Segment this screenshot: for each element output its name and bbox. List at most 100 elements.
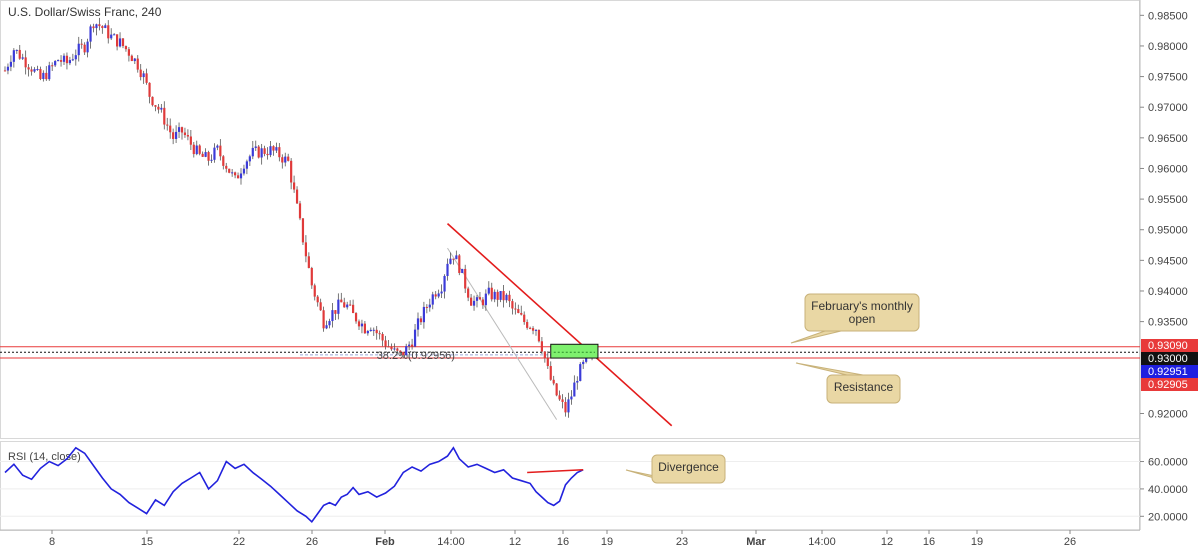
- candle: [30, 66, 33, 76]
- candle-body: [175, 131, 178, 139]
- time-tick-label: 14:00: [437, 536, 465, 548]
- candle-body: [216, 145, 219, 148]
- candle-body: [470, 297, 473, 306]
- candle-body: [363, 323, 366, 334]
- candle: [287, 153, 290, 162]
- time-tick-label: 8: [49, 536, 55, 548]
- candle: [118, 32, 122, 48]
- candle: [478, 291, 482, 300]
- candle-body: [287, 156, 290, 161]
- candle: [502, 284, 505, 308]
- candle: [74, 49, 77, 66]
- candle: [396, 347, 399, 355]
- fib-label: 38.2%(0.92956): [377, 350, 455, 362]
- candle-body: [157, 106, 160, 110]
- price-tag-bg: [1141, 365, 1198, 378]
- candle: [216, 144, 219, 151]
- candle-body: [74, 55, 77, 60]
- candle-body: [307, 256, 310, 268]
- candle: [354, 312, 358, 324]
- candle-body: [549, 366, 552, 380]
- candle-body: [107, 25, 110, 39]
- candle-body: [561, 399, 564, 402]
- candle: [95, 23, 98, 36]
- candle: [113, 33, 116, 36]
- candle: [546, 351, 549, 369]
- time-tick-label: 12: [881, 536, 893, 548]
- divergence-callout: Divergence: [625, 454, 726, 484]
- candle-body: [130, 55, 133, 62]
- candle: [298, 200, 302, 221]
- monthly-open-callout-text: open: [849, 312, 876, 326]
- candle-body: [59, 60, 63, 62]
- candle-body: [263, 148, 266, 154]
- candle: [175, 125, 178, 143]
- candle: [207, 150, 210, 166]
- candle: [467, 286, 470, 302]
- candle: [18, 45, 21, 60]
- candle-body: [118, 38, 122, 47]
- candle: [531, 326, 535, 335]
- candle: [564, 397, 567, 417]
- candle: [127, 46, 130, 62]
- candle-body: [570, 396, 573, 400]
- candle-body: [204, 152, 207, 157]
- candle-body: [366, 331, 369, 334]
- candle-body: [408, 344, 411, 347]
- candle-body: [210, 159, 213, 161]
- candle: [443, 274, 446, 299]
- candle: [352, 299, 355, 314]
- candle-body: [77, 43, 80, 56]
- candle: [3, 66, 7, 72]
- candle-body: [310, 267, 313, 286]
- candle-body: [222, 156, 225, 166]
- candle: [142, 70, 145, 84]
- candle: [425, 304, 428, 314]
- price-tick-label: 0.97500: [1148, 72, 1188, 84]
- candle-body: [142, 73, 145, 78]
- candle-body: [540, 341, 543, 352]
- candle-body: [95, 24, 98, 29]
- candle: [54, 60, 57, 68]
- candle: [172, 128, 175, 145]
- candle: [408, 341, 411, 351]
- candle: [266, 147, 269, 160]
- candle-body: [80, 43, 83, 45]
- candle-body: [316, 296, 319, 303]
- candle-body: [529, 327, 532, 329]
- candle-body: [499, 291, 502, 300]
- time-tick-label: 26: [306, 536, 318, 548]
- candle: [62, 53, 66, 66]
- rsi-tick-label: 40.0000: [1148, 484, 1188, 496]
- candle: [39, 66, 42, 81]
- candle: [346, 301, 349, 310]
- candle: [65, 52, 69, 70]
- candle: [573, 375, 576, 397]
- candle: [363, 321, 366, 334]
- candle: [428, 298, 431, 312]
- candle: [278, 143, 281, 162]
- candle: [83, 42, 86, 55]
- candle-body: [110, 34, 113, 39]
- candle: [80, 39, 83, 49]
- candle-body: [464, 268, 467, 289]
- candle-body: [18, 49, 21, 59]
- candle: [496, 289, 499, 307]
- candle: [472, 295, 476, 311]
- candle: [464, 264, 467, 294]
- candle-body: [481, 299, 484, 306]
- candle-body: [293, 182, 296, 190]
- candle: [136, 55, 139, 73]
- candle: [455, 250, 458, 260]
- candle: [372, 327, 375, 336]
- candle-body: [340, 299, 343, 303]
- candle-body: [30, 69, 33, 72]
- time-axis: 8 15 22 26 Feb 14:00 12 16 19 23 Mar 14:00 12 16 19 26: [49, 530, 1076, 548]
- candle: [290, 158, 293, 190]
- price-tick-label: 0.98500: [1148, 10, 1188, 22]
- price-tag-label: 0.92905: [1148, 379, 1188, 391]
- candle: [92, 23, 95, 33]
- candle: [248, 154, 251, 166]
- candle: [446, 258, 449, 281]
- candle-body: [198, 145, 201, 154]
